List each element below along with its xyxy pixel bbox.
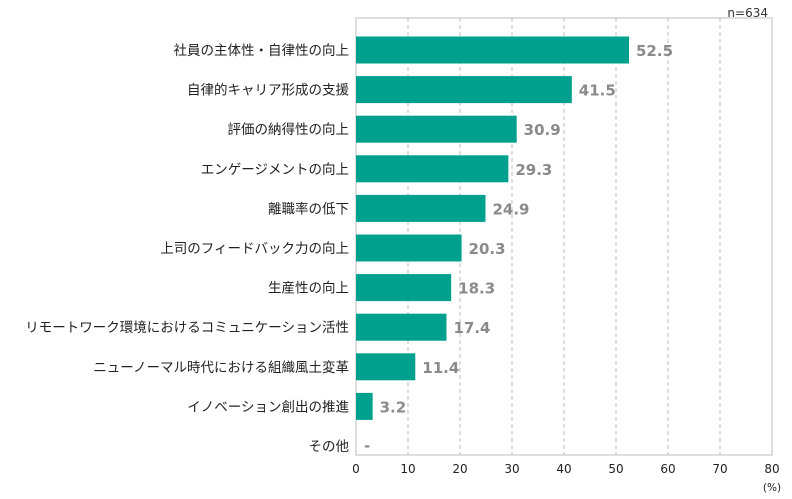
value-label: 20.3 (469, 240, 506, 258)
category-label: 評価の納得性の向上 (228, 121, 350, 138)
bar (356, 36, 629, 64)
bar (356, 115, 517, 143)
value-label: 41.5 (579, 82, 616, 100)
x-tick-label: 10 (400, 462, 415, 476)
x-tick-label: 60 (660, 462, 675, 476)
value-label: 18.3 (458, 280, 495, 298)
x-axis-unit: (%) (763, 482, 781, 494)
category-label: 生産性の向上 (268, 281, 349, 297)
bar (356, 76, 572, 104)
value-label: 11.4 (422, 359, 459, 377)
bar (356, 274, 452, 302)
category-label: ニューノーマル時代における組織風土変革 (93, 359, 349, 376)
x-tick-label: 40 (556, 462, 571, 476)
value-label: - (364, 437, 370, 455)
value-label: 29.3 (515, 161, 552, 179)
x-tick-label: 20 (452, 462, 467, 476)
x-tick-label: 0 (352, 462, 360, 476)
bar (356, 392, 373, 420)
bar (356, 194, 486, 222)
value-label: 30.9 (524, 121, 561, 139)
value-label: 52.5 (636, 42, 673, 60)
x-tick-label: 30 (504, 462, 519, 476)
x-tick-label: 50 (608, 462, 623, 476)
value-label: 3.2 (380, 398, 407, 416)
category-label: 離職率の低下 (268, 200, 349, 217)
value-label: 24.9 (492, 200, 529, 218)
category-label: 自律的キャリア形成の支援 (187, 83, 349, 99)
x-tick-label: 70 (712, 462, 727, 476)
bar (356, 234, 462, 262)
bar (356, 155, 509, 183)
sample-size-note: n=634 (727, 6, 768, 20)
category-label: エンゲージメントの向上 (201, 162, 349, 178)
category-label: リモートワーク環境におけるコミュニケーション活性 (25, 320, 349, 336)
category-label: 上司のフィードバック力の向上 (160, 241, 349, 257)
value-label: 17.4 (453, 319, 490, 337)
bar (356, 313, 447, 341)
bar (356, 353, 416, 381)
category-label: その他 (309, 439, 350, 455)
category-label: イノベーション創出の推進 (187, 399, 349, 415)
category-label: 社員の主体性・自律性の向上 (174, 43, 350, 59)
x-tick-label: 80 (764, 462, 779, 476)
